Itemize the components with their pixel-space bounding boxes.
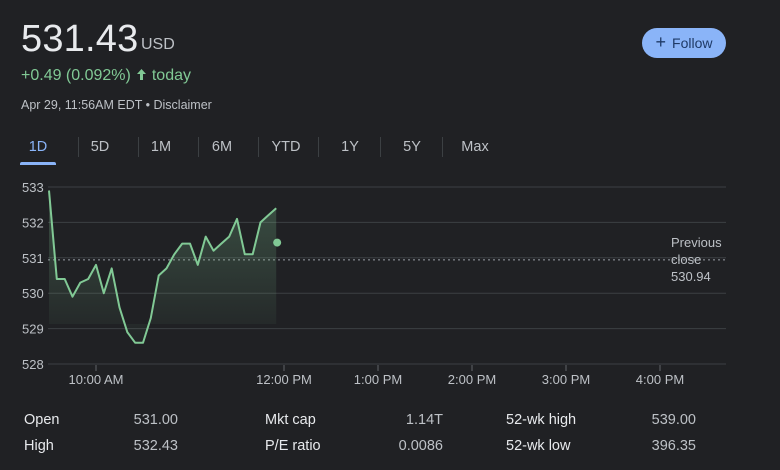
tab-divider [258, 137, 259, 157]
y-tick-label: 532 [22, 215, 44, 230]
y-tick-label: 533 [22, 180, 44, 195]
tab-1y[interactable]: 1Y [341, 139, 359, 155]
tab-max[interactable]: Max [461, 139, 489, 155]
tab-divider [318, 137, 319, 157]
tab-5d[interactable]: 5D [90, 139, 110, 155]
x-tick-label: 3:00 PM [542, 372, 590, 387]
time-range-tabs: 1D 5D 1M 6M YTD 1Y 5Y Max [20, 132, 520, 165]
tab-divider [78, 137, 79, 157]
previous-close-label: 530.94 [671, 269, 711, 284]
stat-label-52wk-high: 52-wk high [506, 412, 577, 428]
price-chart[interactable]: 533 532 531 530 529 528 Previous close 530.94 10:… [0, 170, 780, 395]
stat-label-mkt-cap: Mkt cap [265, 412, 316, 428]
tab-divider [198, 137, 199, 157]
arrow-up-icon [136, 68, 147, 85]
x-tick-label: 12:00 PM [256, 372, 312, 387]
stat-value-open: 531.00 [133, 412, 178, 428]
separator-dot: • [145, 98, 150, 112]
y-tick-label: 528 [22, 357, 44, 372]
key-stats: Open 531.00 High 532.43 Mkt cap 1.14T P/… [0, 410, 780, 470]
price-change: +0.49 (0.092%) today [21, 67, 191, 85]
tab-5y[interactable]: 5Y [403, 139, 421, 155]
area-fill [49, 190, 277, 343]
tab-divider [380, 137, 381, 157]
previous-close-label: close [671, 252, 701, 267]
stat-label-pe-ratio: P/E ratio [265, 438, 321, 454]
y-tick-label: 531 [22, 251, 44, 266]
x-tick-label: 2:00 PM [448, 372, 496, 387]
x-tick-label: 1:00 PM [354, 372, 402, 387]
price-change-value: +0.49 (0.092%) [21, 67, 131, 84]
stat-label-open: Open [24, 412, 60, 428]
tab-6m[interactable]: 6M [211, 139, 233, 155]
stat-value-52wk-low: 396.35 [651, 438, 696, 454]
timestamp: Apr 29, 11:56AM EDT [21, 98, 143, 112]
stat-label-52wk-low: 52-wk low [506, 438, 571, 454]
previous-close-label: Previous [671, 235, 722, 250]
stat-value-pe-ratio: 0.0086 [398, 438, 443, 454]
stat-value-52wk-high: 539.00 [651, 412, 696, 428]
tab-ytd[interactable]: YTD [271, 139, 301, 155]
currency-label: USD [141, 36, 175, 53]
x-tick-label: 4:00 PM [636, 372, 684, 387]
x-tick-label: 10:00 AM [69, 372, 124, 387]
tab-1m[interactable]: 1M [150, 139, 172, 155]
tab-1d[interactable]: 1D [20, 132, 56, 165]
current-value-dot [273, 238, 282, 247]
price-change-period: today [151, 67, 191, 84]
chart-grid [48, 186, 726, 371]
disclaimer-link[interactable]: Disclaimer [153, 98, 212, 112]
timestamp-line: Apr 29, 11:56AM EDT • Disclaimer [21, 98, 212, 112]
y-tick-label: 530 [22, 286, 44, 301]
stat-value-high: 532.43 [133, 438, 178, 454]
price-line [48, 190, 277, 344]
follow-button[interactable]: + Follow [642, 28, 726, 58]
chart-labels: 533 532 531 530 529 528 Previous close 530.94 10:… [22, 180, 722, 387]
y-tick-label: 529 [22, 322, 44, 337]
follow-button-label: Follow [672, 35, 713, 51]
stat-label-high: High [24, 438, 54, 454]
plus-icon: + [655, 32, 667, 52]
tab-divider [442, 137, 443, 157]
tab-divider [138, 137, 139, 157]
stat-value-mkt-cap: 1.14T [405, 412, 443, 428]
chart-area-fill [49, 190, 277, 343]
current-price: 531.43 [21, 18, 139, 60]
chart-series [48, 190, 282, 344]
